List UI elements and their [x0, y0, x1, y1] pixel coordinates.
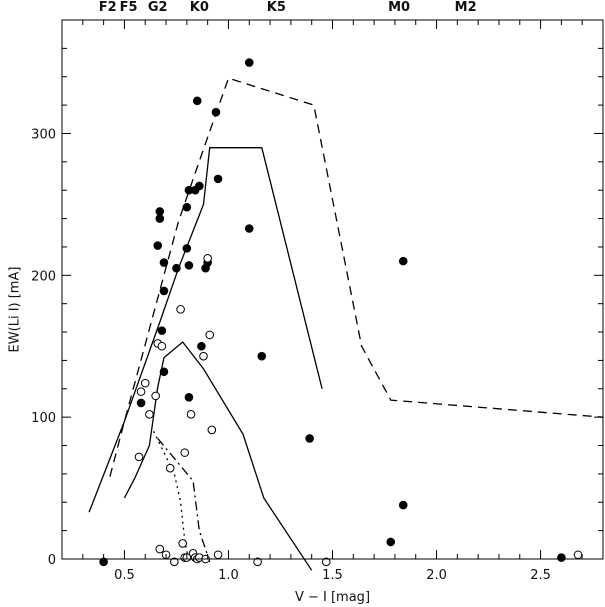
dashdot-curve — [157, 437, 211, 563]
filled-data-point — [244, 224, 254, 233]
filled-data-point — [136, 398, 146, 408]
dotted-curve — [153, 431, 190, 562]
filled-data-point — [213, 174, 223, 184]
spectral-type-label: F2 — [99, 0, 117, 15]
solid-curve — [88, 147, 323, 513]
filled-data-point — [398, 256, 408, 266]
spectral-type-label: F5 — [120, 0, 138, 15]
filled-data-point — [159, 258, 169, 267]
open-data-point — [155, 544, 165, 554]
spectral-type-label: K5 — [267, 0, 286, 15]
spectral-type-label: M0 — [388, 0, 410, 15]
open-data-point — [573, 550, 583, 560]
spectral-type-label: M2 — [455, 0, 477, 15]
filled-data-point — [192, 96, 202, 106]
filled-data-point — [386, 537, 396, 547]
solid-curve — [123, 341, 313, 571]
open-data-point — [180, 448, 190, 457]
open-data-point — [207, 425, 217, 435]
open-data-point — [151, 391, 160, 401]
filled-data-point — [184, 393, 194, 402]
filled-data-point — [182, 244, 192, 253]
open-data-point — [145, 410, 154, 419]
open-data-point — [176, 305, 185, 314]
filled-data-point — [195, 181, 204, 191]
open-data-point — [136, 387, 146, 396]
filled-data-point — [157, 326, 167, 335]
spectral-type-label: K0 — [190, 0, 209, 15]
filled-data-point — [172, 263, 181, 273]
filled-data-point — [184, 261, 194, 270]
y-axis-label: EW(Li I) [mA] — [8, 267, 23, 353]
filled-data-point — [197, 341, 206, 351]
open-data-point — [178, 539, 187, 548]
open-data-point — [203, 253, 212, 263]
filled-data-point — [398, 500, 408, 510]
spectral-type-label: G2 — [148, 0, 168, 15]
dashed-curve — [109, 77, 604, 477]
open-data-point — [170, 557, 179, 567]
open-data-point — [321, 557, 331, 567]
filled-data-point — [257, 351, 267, 361]
filled-data-point — [155, 214, 165, 223]
open-data-point — [186, 410, 196, 419]
x-tick-label: 1.0 — [218, 568, 239, 583]
open-data-point — [205, 330, 215, 340]
y-tick-label: 100 — [31, 411, 56, 426]
open-data-point — [253, 557, 262, 567]
x-tick-label: 0.5 — [114, 568, 135, 583]
open-data-point — [199, 351, 208, 361]
open-data-point — [157, 341, 167, 351]
filled-data-point — [155, 207, 165, 216]
y-tick-label: 200 — [31, 269, 56, 284]
y-tick-label: 300 — [31, 127, 56, 142]
y-tick-label: 0 — [48, 553, 56, 568]
open-data-point — [213, 550, 223, 560]
filled-data-point — [159, 367, 169, 377]
x-tick-label: 2.0 — [426, 568, 447, 583]
x-tick-label: 2.5 — [530, 568, 551, 583]
filled-data-point — [153, 241, 163, 250]
filled-data-point — [159, 286, 169, 296]
filled-data-point — [305, 434, 314, 443]
x-tick-label: 1.5 — [322, 568, 343, 583]
filled-data-point — [244, 58, 254, 67]
filled-data-point — [182, 202, 192, 212]
open-data-point — [140, 378, 150, 388]
x-axis-label: V − I [mag] — [295, 590, 370, 605]
open-data-point — [165, 463, 175, 473]
open-data-point — [134, 452, 144, 462]
filled-data-point — [211, 107, 221, 117]
plot-frame — [61, 19, 604, 560]
